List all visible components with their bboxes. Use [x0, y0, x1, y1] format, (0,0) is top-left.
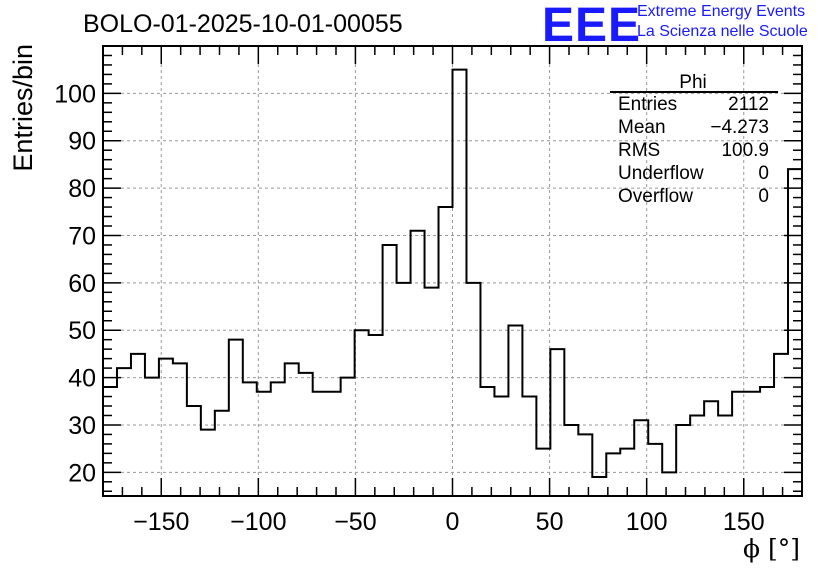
histogram-series	[103, 68, 802, 479]
tick-label-layer: −150 −100 −50 0 50 100 150 20 30 40 50 60 70 80 90 100	[54, 80, 764, 536]
eee-logo: EEE	[542, 0, 642, 52]
y-tick-label: 20	[68, 459, 96, 487]
stats-row-value: 100.9	[721, 140, 769, 161]
tick-layer	[102, 45, 803, 496]
y-tick-label: 50	[68, 317, 96, 345]
stats-row-value: 0	[758, 186, 769, 207]
y-tick-label: 80	[68, 175, 96, 203]
stats-row-label: RMS	[618, 140, 660, 161]
stats-row-label: Mean	[618, 117, 666, 138]
stats-row-value: 2112	[728, 94, 769, 115]
logo-caption-line-2: La Scienza nelle Scuole	[637, 23, 808, 40]
x-tick-label: 50	[536, 508, 564, 536]
logo-caption-line-1: Extreme Energy Events	[637, 3, 806, 20]
y-tick-label: 90	[68, 128, 96, 156]
stats-box: Phi Entries 2112 Mean −4.273 RMS 100.9 Underfl…	[610, 72, 778, 207]
x-tick-label: −100	[230, 508, 286, 536]
plot-frame	[102, 45, 803, 497]
x-axis-title: ϕ [°]	[743, 534, 800, 563]
y-tick-label: 30	[68, 412, 96, 440]
x-tick-label: 0	[446, 508, 460, 536]
y-tick-label: 70	[68, 222, 96, 250]
stats-row-label: Underflow	[618, 163, 704, 184]
stats-row-label: Entries	[618, 94, 677, 115]
x-tick-label: −50	[334, 508, 376, 536]
x-tick-label: 100	[626, 508, 668, 536]
stats-row-value: 0	[758, 163, 769, 184]
stats-row-value: −4.273	[710, 117, 769, 138]
y-tick-label: 60	[68, 270, 96, 298]
stats-title: Phi	[679, 72, 706, 93]
x-tick-label: −150	[133, 508, 189, 536]
stats-row-label: Overflow	[618, 186, 693, 207]
y-tick-label: 40	[68, 365, 96, 393]
stats-rows: Entries 2112 Mean −4.273 RMS 100.9 Underflow 0 O…	[618, 94, 769, 207]
run-title: BOLO-01-2025-10-01-00055	[83, 10, 403, 38]
y-tick-label: 100	[54, 80, 96, 108]
y-axis-title: Entries/bin	[8, 44, 38, 172]
x-tick-label: 150	[723, 508, 765, 536]
